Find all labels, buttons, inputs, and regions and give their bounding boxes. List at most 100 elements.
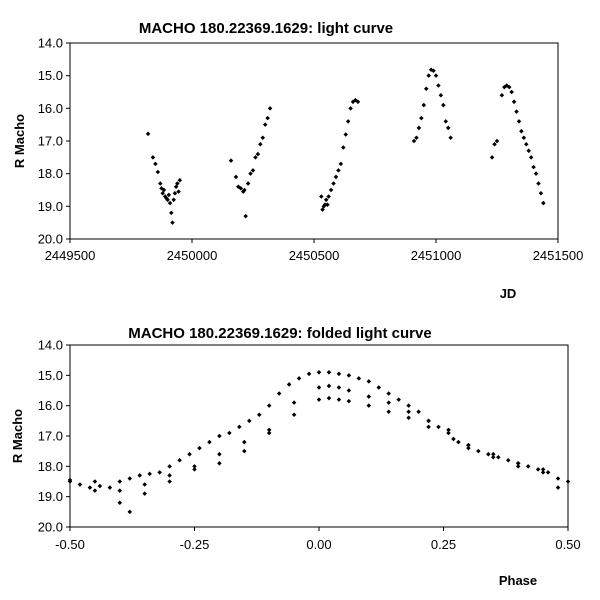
data-point xyxy=(117,479,123,484)
plot-frame xyxy=(69,42,559,240)
data-point xyxy=(540,467,546,472)
data-point xyxy=(511,99,517,105)
data-point xyxy=(233,174,239,180)
data-point xyxy=(376,385,382,390)
data-point xyxy=(338,161,344,167)
chart-title: MACHO 180.22369.1629: folded light curve xyxy=(128,325,431,342)
data-point xyxy=(306,371,312,377)
data-point xyxy=(319,194,324,199)
data-point xyxy=(421,102,427,108)
data-point xyxy=(207,439,212,445)
data-point xyxy=(266,403,272,408)
data-point xyxy=(326,370,332,375)
data-point xyxy=(446,427,451,433)
data-point xyxy=(345,119,351,124)
data-point xyxy=(509,89,514,95)
data-point xyxy=(253,155,258,160)
data-point xyxy=(142,482,147,487)
data-point xyxy=(343,132,348,137)
y-tick-label: 17.0 xyxy=(38,429,63,444)
y-tick-label: 18.0 xyxy=(38,459,63,474)
data-point xyxy=(155,169,161,175)
data-point xyxy=(528,155,534,160)
data-point xyxy=(489,155,495,160)
data-point xyxy=(247,418,252,424)
data-point xyxy=(77,482,83,487)
data-point xyxy=(433,73,439,78)
y-tick-labels: 14.0 15.0 16.0 17.0 18.0 19.0 20.0 xyxy=(38,36,70,247)
data-point xyxy=(346,398,352,404)
data-point xyxy=(531,164,536,170)
data-point xyxy=(192,467,197,472)
data-point xyxy=(336,371,342,377)
data-point xyxy=(256,412,262,418)
data-point xyxy=(492,142,497,147)
data-point xyxy=(192,464,197,469)
data-point xyxy=(341,145,346,150)
data-point xyxy=(150,155,156,160)
data-point xyxy=(516,119,522,124)
data-point xyxy=(167,200,173,206)
data-point xyxy=(486,451,491,457)
data-point xyxy=(323,197,329,203)
chart-title: MACHO 180.22369.1629: light curve xyxy=(139,20,393,37)
data-point xyxy=(443,119,449,124)
x-axis-label: Phase xyxy=(499,573,537,588)
data-point xyxy=(416,409,421,414)
data-point xyxy=(228,158,234,163)
light-curve-chart: MACHO 180.22369.1629: light curve 244950… xyxy=(12,20,583,300)
plot-frame xyxy=(69,344,569,528)
data-point xyxy=(267,106,273,111)
data-point xyxy=(491,454,496,460)
data-point xyxy=(291,412,297,418)
x-tick-labels: 2449500 2450000 2450500 2451000 2451500 xyxy=(45,239,583,263)
data-point xyxy=(177,177,183,183)
data-point xyxy=(197,445,202,451)
data-point xyxy=(476,448,481,454)
data-point xyxy=(127,509,133,515)
data-point xyxy=(555,476,561,481)
data-point xyxy=(426,418,431,424)
data-point xyxy=(386,409,391,414)
data-point xyxy=(117,500,123,505)
data-point xyxy=(243,213,248,219)
data-point xyxy=(445,125,451,131)
data-point xyxy=(316,370,322,375)
data-point xyxy=(406,403,411,408)
data-point xyxy=(426,73,431,78)
light-curve-svg: MACHO 180.22369.1629: light curve 244950… xyxy=(12,20,583,300)
data-point xyxy=(217,433,222,439)
x-tick-label: 0.25 xyxy=(431,537,456,552)
data-point xyxy=(406,415,411,421)
data-point xyxy=(107,485,113,490)
data-point xyxy=(158,181,163,186)
data-point xyxy=(466,445,471,451)
data-point xyxy=(466,442,471,448)
data-point xyxy=(419,115,424,121)
data-point xyxy=(167,464,172,469)
data-point xyxy=(451,436,456,442)
y-tick-label: 19.0 xyxy=(38,199,63,214)
data-point xyxy=(496,454,501,460)
data-point xyxy=(386,400,391,405)
data-point xyxy=(316,385,322,390)
data-point xyxy=(153,161,158,167)
data-point xyxy=(242,439,247,445)
x-tick-label: 0.00 xyxy=(306,537,331,552)
data-point xyxy=(446,430,451,436)
data-point xyxy=(515,461,521,466)
y-tick-label: 14.0 xyxy=(38,338,63,353)
data-point xyxy=(145,131,151,137)
data-point xyxy=(396,397,401,402)
data-point xyxy=(322,202,328,207)
data-point xyxy=(356,376,362,381)
data-point xyxy=(248,171,253,176)
x-tick-label: -0.50 xyxy=(55,537,85,552)
x-tick-labels: -0.50 -0.25 0.00 0.25 0.50 xyxy=(55,527,581,552)
data-point xyxy=(262,122,268,127)
data-points xyxy=(145,67,546,225)
data-point xyxy=(438,93,444,98)
data-point xyxy=(258,142,263,147)
data-point xyxy=(326,383,332,389)
data-point xyxy=(366,403,372,408)
